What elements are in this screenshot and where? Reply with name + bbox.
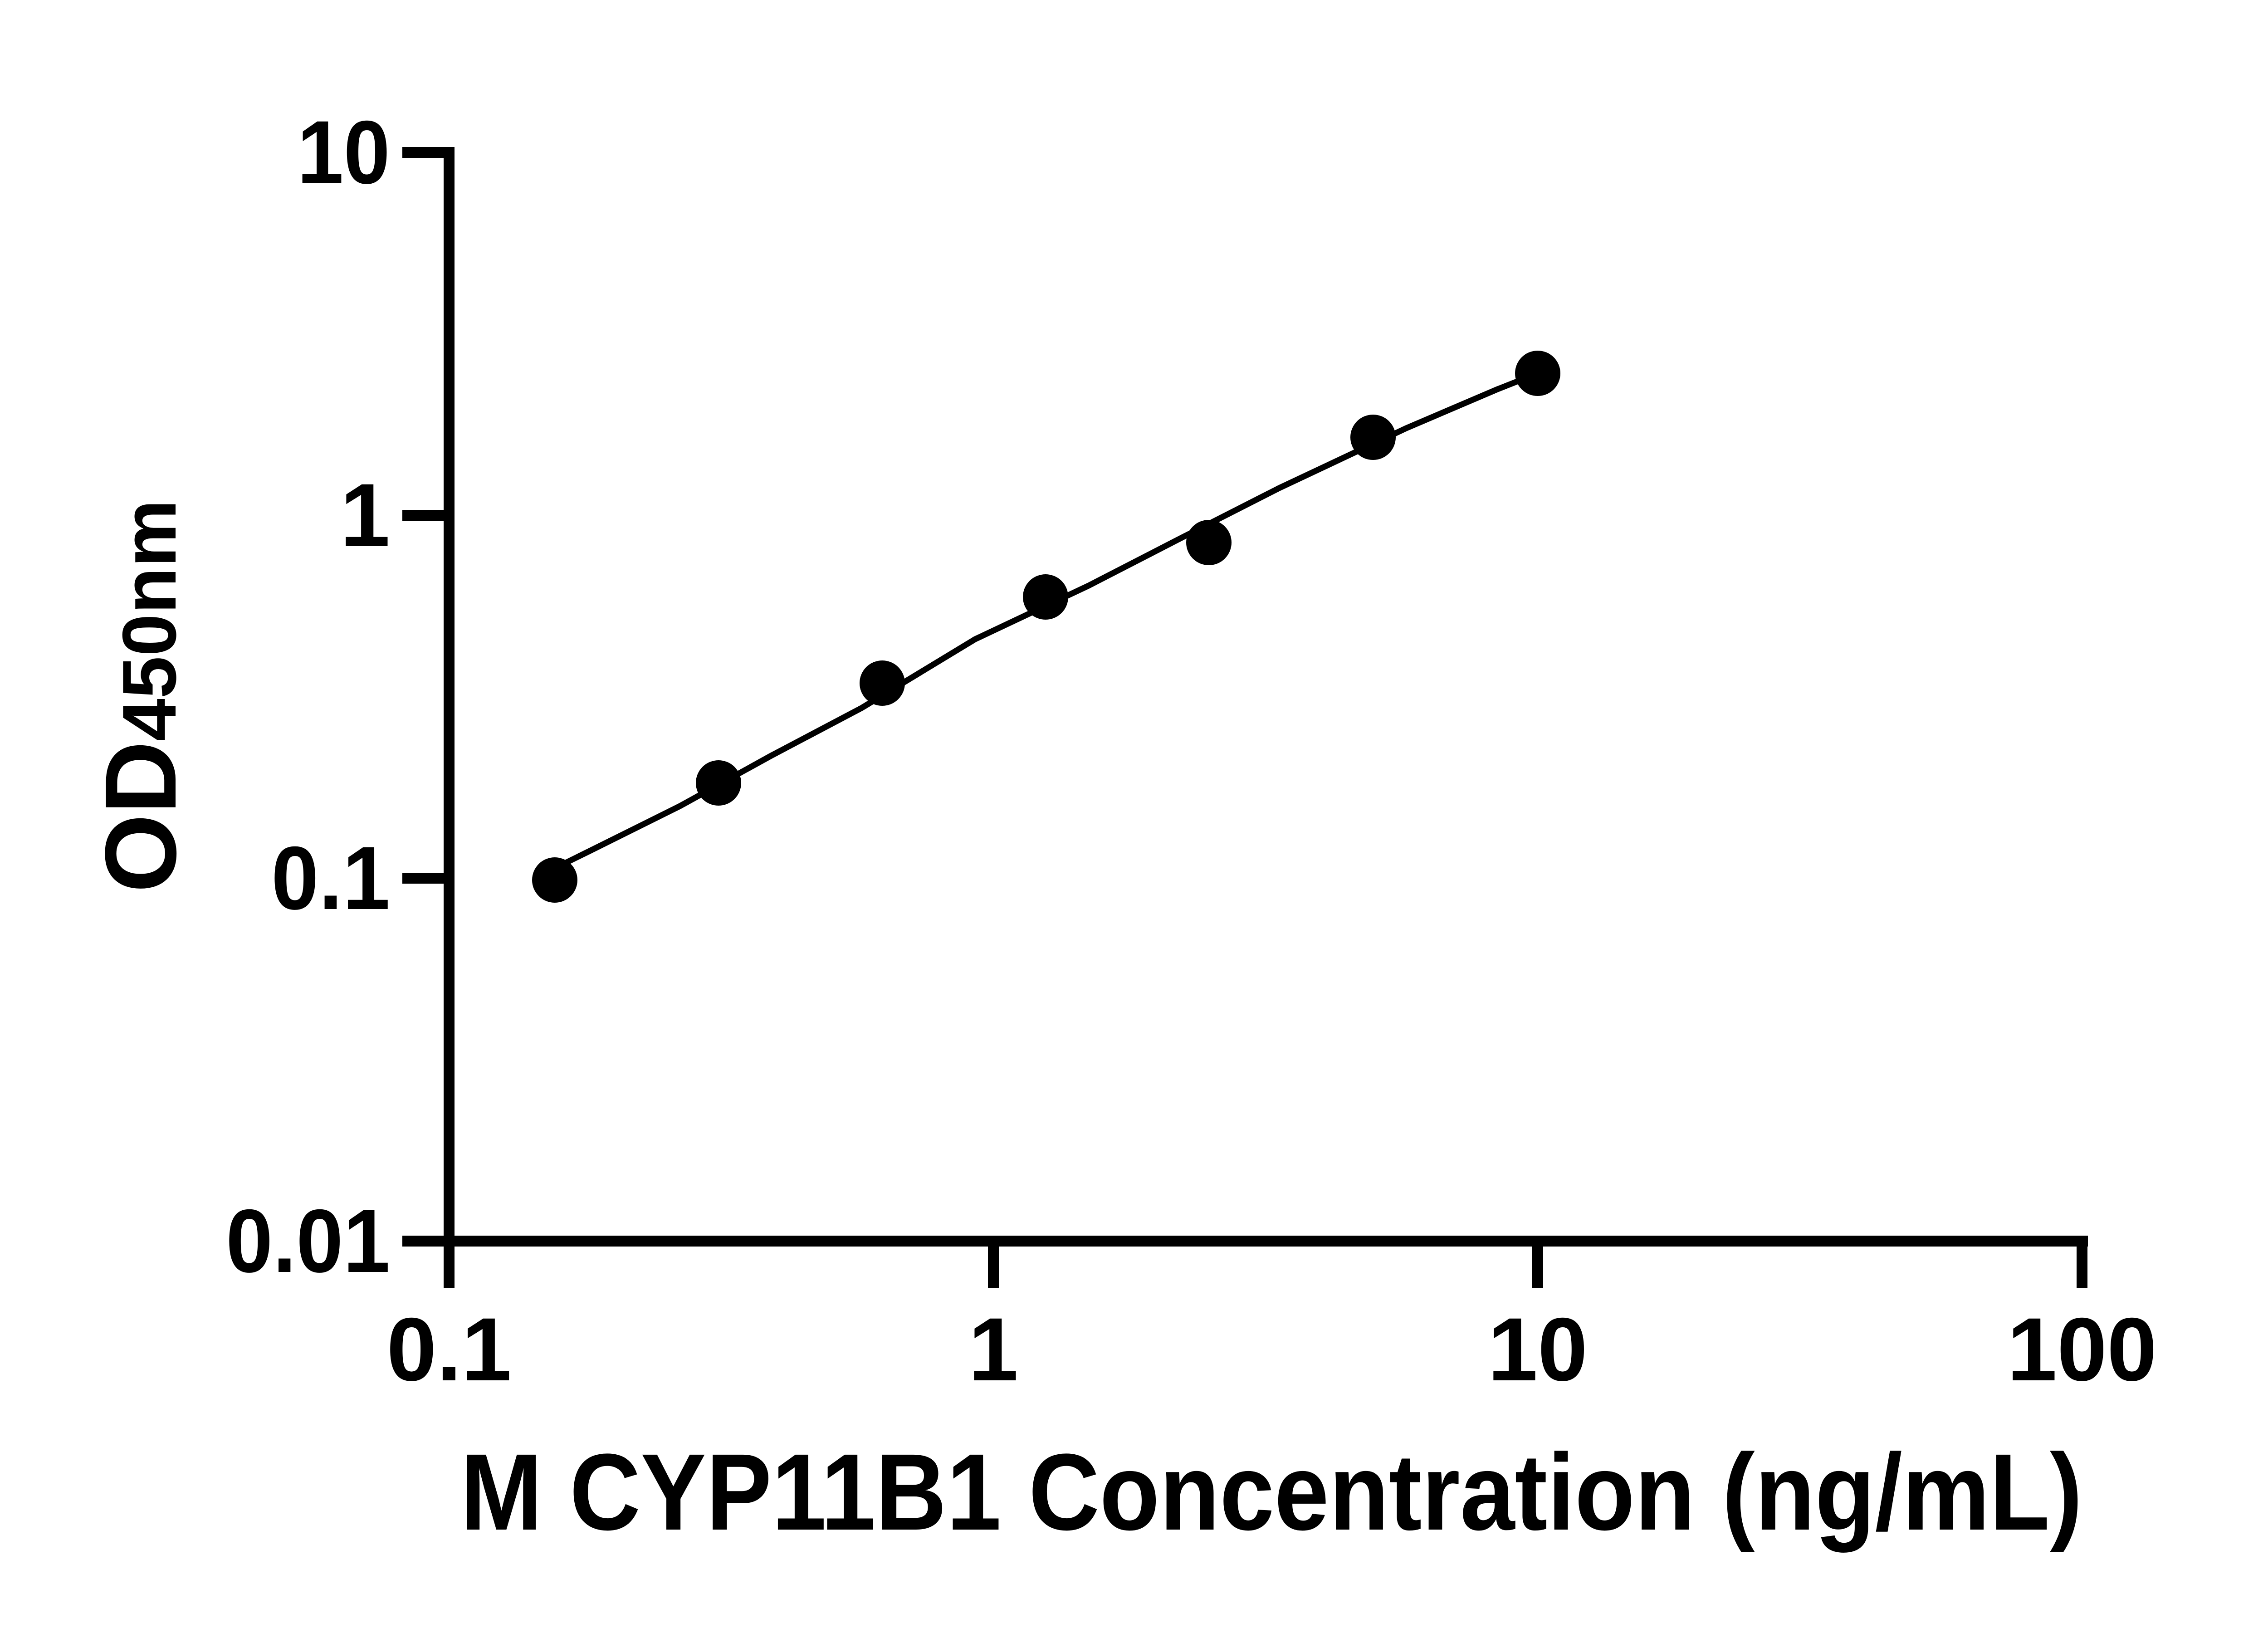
svg-text:0.01: 0.01 <box>226 1191 390 1291</box>
svg-text:0.1: 0.1 <box>271 828 390 928</box>
svg-text:1: 1 <box>968 1299 1018 1399</box>
svg-text:10: 10 <box>1488 1299 1588 1399</box>
svg-text:10: 10 <box>297 102 390 202</box>
svg-text:1: 1 <box>340 465 390 565</box>
svg-text:0.1: 0.1 <box>386 1299 511 1399</box>
svg-text:100: 100 <box>2007 1299 2157 1399</box>
svg-text:M CYP11B1 Concentration (ng/mL: M CYP11B1 Concentration (ng/mL) <box>460 1431 2082 1553</box>
